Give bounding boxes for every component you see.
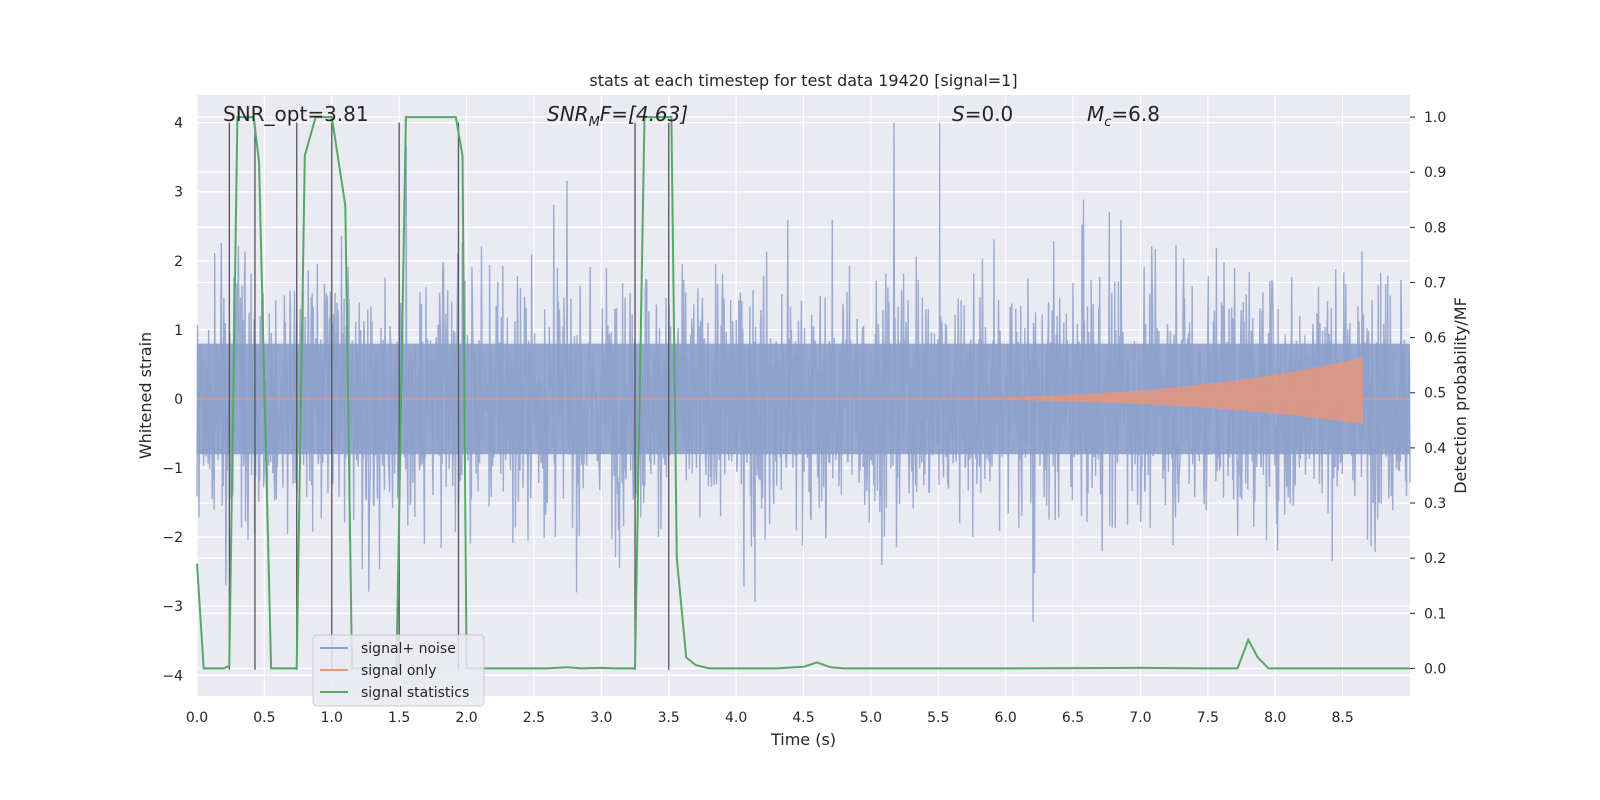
right-tick-8: 0.2 [1424,551,1446,567]
legend-label-1: signal only [361,663,436,679]
left-tick-4: 0 [174,392,183,408]
left-tick-6: −2 [162,530,183,546]
right-tick-4: 0.6 [1424,331,1446,347]
left-tick-8: −4 [162,668,183,684]
right-tick-5: 0.5 [1424,386,1446,402]
left-axis-label: Whitened strain [136,332,155,459]
x-tick-1: 0.5 [253,710,275,726]
right-tick-2: 0.8 [1424,220,1446,236]
x-tick-4: 2.0 [455,710,477,726]
snr-mf-value: F=[4.63] [600,102,688,126]
x-tick-8: 4.0 [725,710,747,726]
x-tick-11: 5.5 [927,710,949,726]
x-tick-14: 7.0 [1129,710,1151,726]
right-tick-1: 0.9 [1424,165,1446,181]
x-tick-0: 0.0 [186,710,208,726]
x-tick-9: 4.5 [792,710,814,726]
left-tick-2: 2 [174,254,183,270]
x-tick-10: 5.0 [860,710,882,726]
left-axis-ticks: 4 3 2 1 0 −1 −2 −3 −4 [162,116,183,685]
x-tick-17: 8.5 [1331,710,1353,726]
statistics-line [196,116,1410,670]
annotation-s: S=0.0 [952,102,1013,126]
x-tick-13: 6.5 [1062,710,1084,726]
legend-box [312,634,485,707]
legend-label-0: signal+ noise [361,641,456,657]
right-axis-label: Detection probability/MF [1451,297,1470,494]
x-axis-label: Time (s) [770,730,836,749]
left-tick-0: 4 [174,116,183,132]
right-tick-9: 0.1 [1424,606,1446,622]
mc-symbol: M [1087,102,1104,126]
x-axis-ticks: 0.0 0.5 1.0 1.5 2.0 2.5 3.0 3.5 4.0 4.5 5.0 5.5 6.0 6… [186,710,1354,726]
right-tick-7: 0.3 [1424,496,1446,512]
left-tick-7: −3 [162,599,183,615]
x-tick-3: 1.5 [388,710,410,726]
x-tick-12: 6.0 [995,710,1017,726]
legend: signal+ noise signal only signal statistic… [312,634,485,707]
x-tick-5: 2.5 [523,710,545,726]
left-tick-1: 3 [174,185,183,201]
annotation-snr-opt: SNR_opt=3.81 [223,102,369,126]
chart-title: stats at each timestep for test data 194… [589,71,1017,90]
mc-value: =6.8 [1111,102,1160,126]
s-value: =0.0 [965,102,1014,126]
right-tick-10: 0.0 [1424,661,1446,677]
x-tick-16: 8.0 [1264,710,1286,726]
annotation-snr-mf: SNRMF=[4.63] [547,102,688,130]
right-tick-3: 0.7 [1424,275,1446,291]
legend-label-2: signal statistics [361,685,469,701]
snr-mf-subscript: M [589,115,600,130]
detection-marker-lines [228,122,670,670]
right-tick-0: 1.0 [1424,110,1446,126]
x-tick-7: 3.5 [658,710,680,726]
s-symbol: S [952,102,965,126]
snr-mf-symbol: SNR [547,102,589,126]
left-tick-3: 1 [174,323,183,339]
signal-chirp [790,357,1363,424]
right-tick-6: 0.4 [1424,441,1446,457]
x-tick-15: 7.5 [1197,710,1219,726]
x-tick-6: 3.0 [590,710,612,726]
right-axis-ticks: 1.0 0.9 0.8 0.7 0.6 0.5 0.4 0.3 0.2 0.1 0.0 [1410,110,1446,677]
series-signal-statistics [196,116,1410,670]
annotation-mc: Mc=6.8 [1087,102,1160,130]
x-tick-2: 1.0 [321,710,343,726]
mc-subscript: c [1104,115,1111,130]
left-tick-5: −1 [162,461,183,477]
